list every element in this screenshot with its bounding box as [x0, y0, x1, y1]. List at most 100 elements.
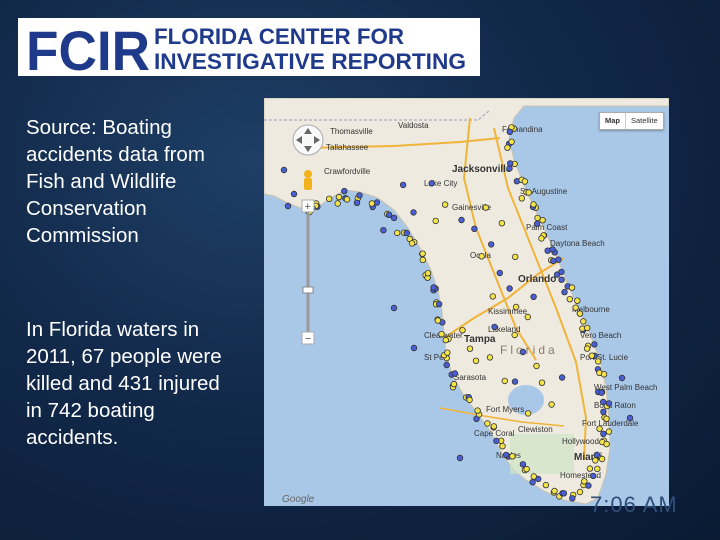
accident-marker[interactable]	[595, 358, 602, 365]
accident-marker[interactable]	[450, 380, 458, 388]
accident-marker[interactable]	[558, 374, 566, 381]
accident-marker[interactable]	[598, 455, 606, 463]
accident-marker[interactable]	[574, 297, 581, 304]
accident-marker[interactable]	[472, 357, 480, 364]
accident-marker[interactable]	[584, 324, 591, 332]
pan-down-icon[interactable]	[304, 146, 312, 152]
accident-marker[interactable]	[410, 209, 417, 216]
accident-marker[interactable]	[496, 269, 503, 277]
accident-marker[interactable]	[478, 253, 485, 260]
accident-marker[interactable]	[583, 345, 591, 352]
accident-marker[interactable]	[435, 300, 443, 308]
accident-marker[interactable]	[443, 361, 450, 369]
accident-marker[interactable]	[509, 453, 516, 460]
map-type-satellite-button[interactable]: Satellite	[631, 116, 658, 125]
accident-marker[interactable]	[508, 138, 515, 145]
accident-marker[interactable]	[525, 189, 532, 196]
accident-marker[interactable]	[466, 396, 473, 404]
accident-marker[interactable]	[592, 457, 599, 464]
accident-marker[interactable]	[459, 326, 466, 334]
pan-up-icon[interactable]	[304, 128, 312, 134]
accident-marker[interactable]	[390, 214, 398, 222]
accident-marker[interactable]	[523, 465, 530, 473]
accident-marker[interactable]	[533, 220, 541, 227]
accident-marker[interactable]	[518, 195, 525, 202]
accident-marker[interactable]	[442, 336, 449, 344]
accident-marker[interactable]	[576, 310, 584, 317]
accident-marker[interactable]	[569, 495, 576, 502]
accident-marker[interactable]	[524, 410, 532, 417]
accident-marker[interactable]	[530, 201, 537, 208]
accident-marker[interactable]	[596, 425, 603, 432]
accident-marker[interactable]	[576, 488, 584, 496]
accident-marker[interactable]	[482, 204, 489, 211]
accident-marker[interactable]	[586, 465, 594, 472]
accident-marker[interactable]	[588, 352, 595, 359]
accident-marker[interactable]	[538, 379, 546, 386]
accident-marker[interactable]	[585, 482, 592, 489]
accident-marker[interactable]	[393, 229, 401, 237]
accident-marker[interactable]	[593, 451, 601, 458]
accident-marker[interactable]	[603, 415, 610, 422]
accident-marker[interactable]	[380, 226, 387, 234]
accident-marker[interactable]	[605, 428, 613, 435]
accident-marker[interactable]	[493, 437, 500, 444]
accident-marker[interactable]	[558, 276, 565, 283]
accident-marker[interactable]	[600, 371, 608, 378]
zoom-slider-handle[interactable]	[302, 286, 314, 294]
accident-marker[interactable]	[506, 128, 513, 135]
accident-marker[interactable]	[542, 481, 550, 489]
accident-marker[interactable]	[403, 229, 410, 237]
accident-marker[interactable]	[548, 401, 555, 408]
accident-marker[interactable]	[600, 398, 607, 406]
accident-marker[interactable]	[591, 341, 598, 348]
accident-marker[interactable]	[572, 304, 579, 311]
accident-marker[interactable]	[432, 217, 439, 225]
accident-marker[interactable]	[430, 284, 437, 291]
map-type-control[interactable]: Map Satellite	[599, 112, 664, 130]
accident-marker[interactable]	[530, 473, 537, 480]
accident-marker[interactable]	[410, 344, 418, 352]
accident-marker[interactable]	[511, 331, 518, 339]
accident-marker[interactable]	[284, 202, 292, 210]
accident-marker[interactable]	[290, 190, 298, 198]
accident-marker[interactable]	[530, 293, 537, 300]
accident-marker[interactable]	[521, 178, 529, 185]
accident-marker[interactable]	[489, 293, 496, 300]
accident-marker[interactable]	[519, 348, 527, 356]
accident-marker[interactable]	[501, 377, 508, 385]
accident-marker[interactable]	[356, 192, 363, 199]
accident-marker[interactable]	[590, 472, 597, 480]
accident-marker[interactable]	[506, 285, 513, 292]
accident-marker[interactable]	[419, 256, 426, 264]
accident-marker[interactable]	[594, 465, 601, 472]
accident-marker[interactable]	[343, 196, 351, 203]
accident-marker[interactable]	[471, 225, 478, 232]
accident-marker[interactable]	[529, 479, 536, 486]
pan-right-icon[interactable]	[314, 136, 320, 144]
accident-marker[interactable]	[341, 187, 348, 195]
accident-marker[interactable]	[524, 313, 531, 321]
accident-marker[interactable]	[618, 374, 626, 382]
accident-marker[interactable]	[451, 370, 459, 377]
pan-control[interactable]	[292, 124, 324, 156]
accident-marker[interactable]	[335, 193, 343, 201]
accident-marker[interactable]	[438, 330, 445, 338]
accident-marker[interactable]	[490, 423, 498, 430]
accident-marker[interactable]	[498, 219, 506, 227]
accident-marker[interactable]	[368, 200, 376, 207]
pan-left-icon[interactable]	[296, 136, 302, 144]
accident-marker[interactable]	[598, 389, 605, 396]
accident-marker[interactable]	[441, 201, 449, 208]
accident-marker[interactable]	[353, 199, 361, 206]
accident-marker[interactable]	[408, 240, 416, 247]
florida-boating-accidents-map[interactable]: Thomasville Valdosta Tallahassee Crawfor…	[264, 98, 669, 506]
accident-marker[interactable]	[390, 304, 398, 312]
map-canvas[interactable]: Thomasville Valdosta Tallahassee Crawfor…	[264, 98, 669, 506]
accident-marker[interactable]	[499, 443, 506, 450]
accident-marker[interactable]	[484, 420, 491, 427]
accident-marker[interactable]	[428, 180, 435, 187]
accident-marker[interactable]	[424, 269, 432, 277]
accident-marker[interactable]	[506, 160, 514, 167]
accident-marker[interactable]	[466, 345, 474, 352]
